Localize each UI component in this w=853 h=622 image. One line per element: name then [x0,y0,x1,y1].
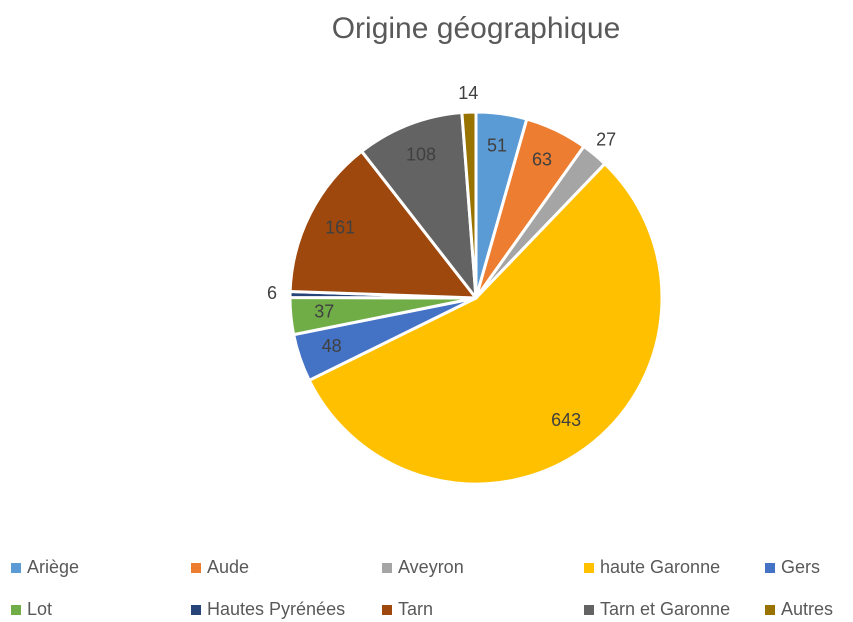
legend-label: Lot [27,599,52,619]
legend-label: Autres [781,599,833,619]
data-label: 161 [325,217,355,237]
data-label: 63 [532,149,552,169]
legend-swatch [11,563,21,573]
legend-label: Ariège [27,557,79,577]
legend-label: Hautes Pyrénées [207,599,345,619]
data-label: 643 [551,410,581,430]
legend-label: Aveyron [398,557,464,577]
pie-slice [360,111,478,300]
legend-swatch [765,563,775,573]
legend-swatch [191,563,201,573]
legend-label: Gers [781,557,820,577]
data-label: 37 [314,302,334,322]
legend-swatch [382,605,392,615]
data-label: 51 [487,136,507,156]
legend-swatch [584,563,594,573]
data-label: 108 [406,144,436,164]
pie-slice [307,162,664,486]
legend-swatch [765,605,775,615]
legend-label: haute Garonne [600,557,720,577]
pie-slice [460,110,478,300]
legend-swatch [191,605,201,615]
pie-slice [288,149,478,300]
legend-swatch [11,605,21,615]
data-label: 14 [458,83,478,103]
chart-title: Origine géographique [332,12,621,45]
legend-label: Tarn et Garonne [600,599,730,619]
legend-label: Aude [207,557,249,577]
data-label: 48 [322,336,342,356]
legend-swatch [584,605,594,615]
legend-swatch [382,563,392,573]
data-label: 6 [267,283,277,303]
legend-label: Tarn [398,599,433,619]
data-label: 27 [596,130,616,150]
